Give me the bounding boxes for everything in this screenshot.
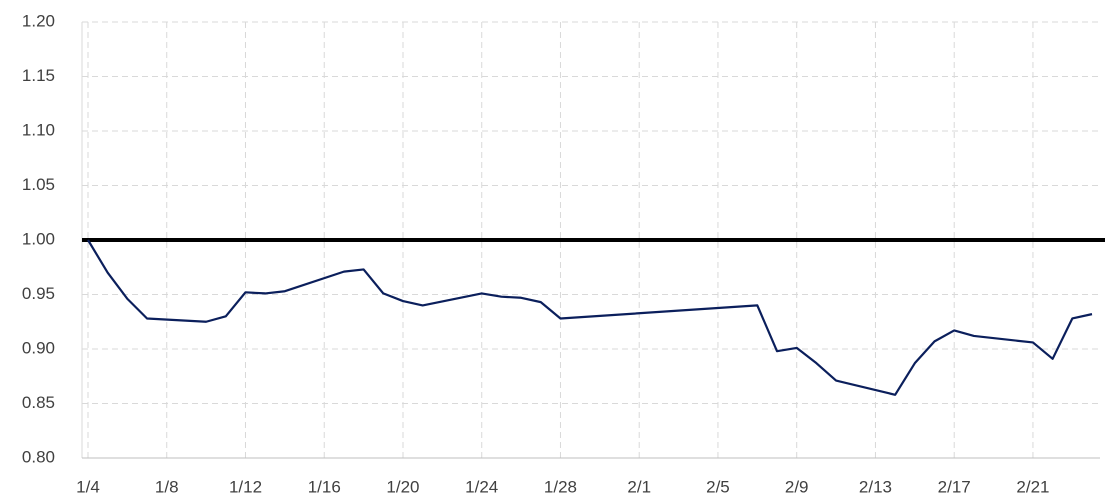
x-tick-label: 2/1 — [627, 477, 651, 496]
x-tick-label: 2/21 — [1016, 477, 1049, 496]
y-tick-label: 0.80 — [22, 447, 55, 466]
x-tick-label: 2/13 — [859, 477, 892, 496]
x-tick-label: 2/5 — [706, 477, 730, 496]
series-line — [87, 239, 1093, 396]
y-tick-label: 1.05 — [22, 175, 55, 194]
y-tick-label: 0.90 — [22, 338, 55, 357]
y-tick-label: 1.15 — [22, 66, 55, 85]
x-tick-label: 2/9 — [785, 477, 809, 496]
x-tick-label: 1/8 — [155, 477, 179, 496]
x-tick-label: 1/12 — [229, 477, 262, 496]
y-tick-label: 1.00 — [22, 229, 55, 248]
y-tick-label: 1.10 — [22, 120, 55, 139]
y-tick-label: 1.20 — [22, 11, 55, 30]
x-tick-label: 2/17 — [938, 477, 971, 496]
x-tick-label: 1/4 — [76, 477, 100, 496]
x-tick-label: 1/16 — [308, 477, 341, 496]
y-tick-label: 0.95 — [22, 284, 55, 303]
x-tick-label: 1/24 — [465, 477, 498, 496]
x-tick-label: 1/20 — [386, 477, 419, 496]
y-tick-label: 0.85 — [22, 393, 55, 412]
x-tick-label: 1/28 — [544, 477, 577, 496]
